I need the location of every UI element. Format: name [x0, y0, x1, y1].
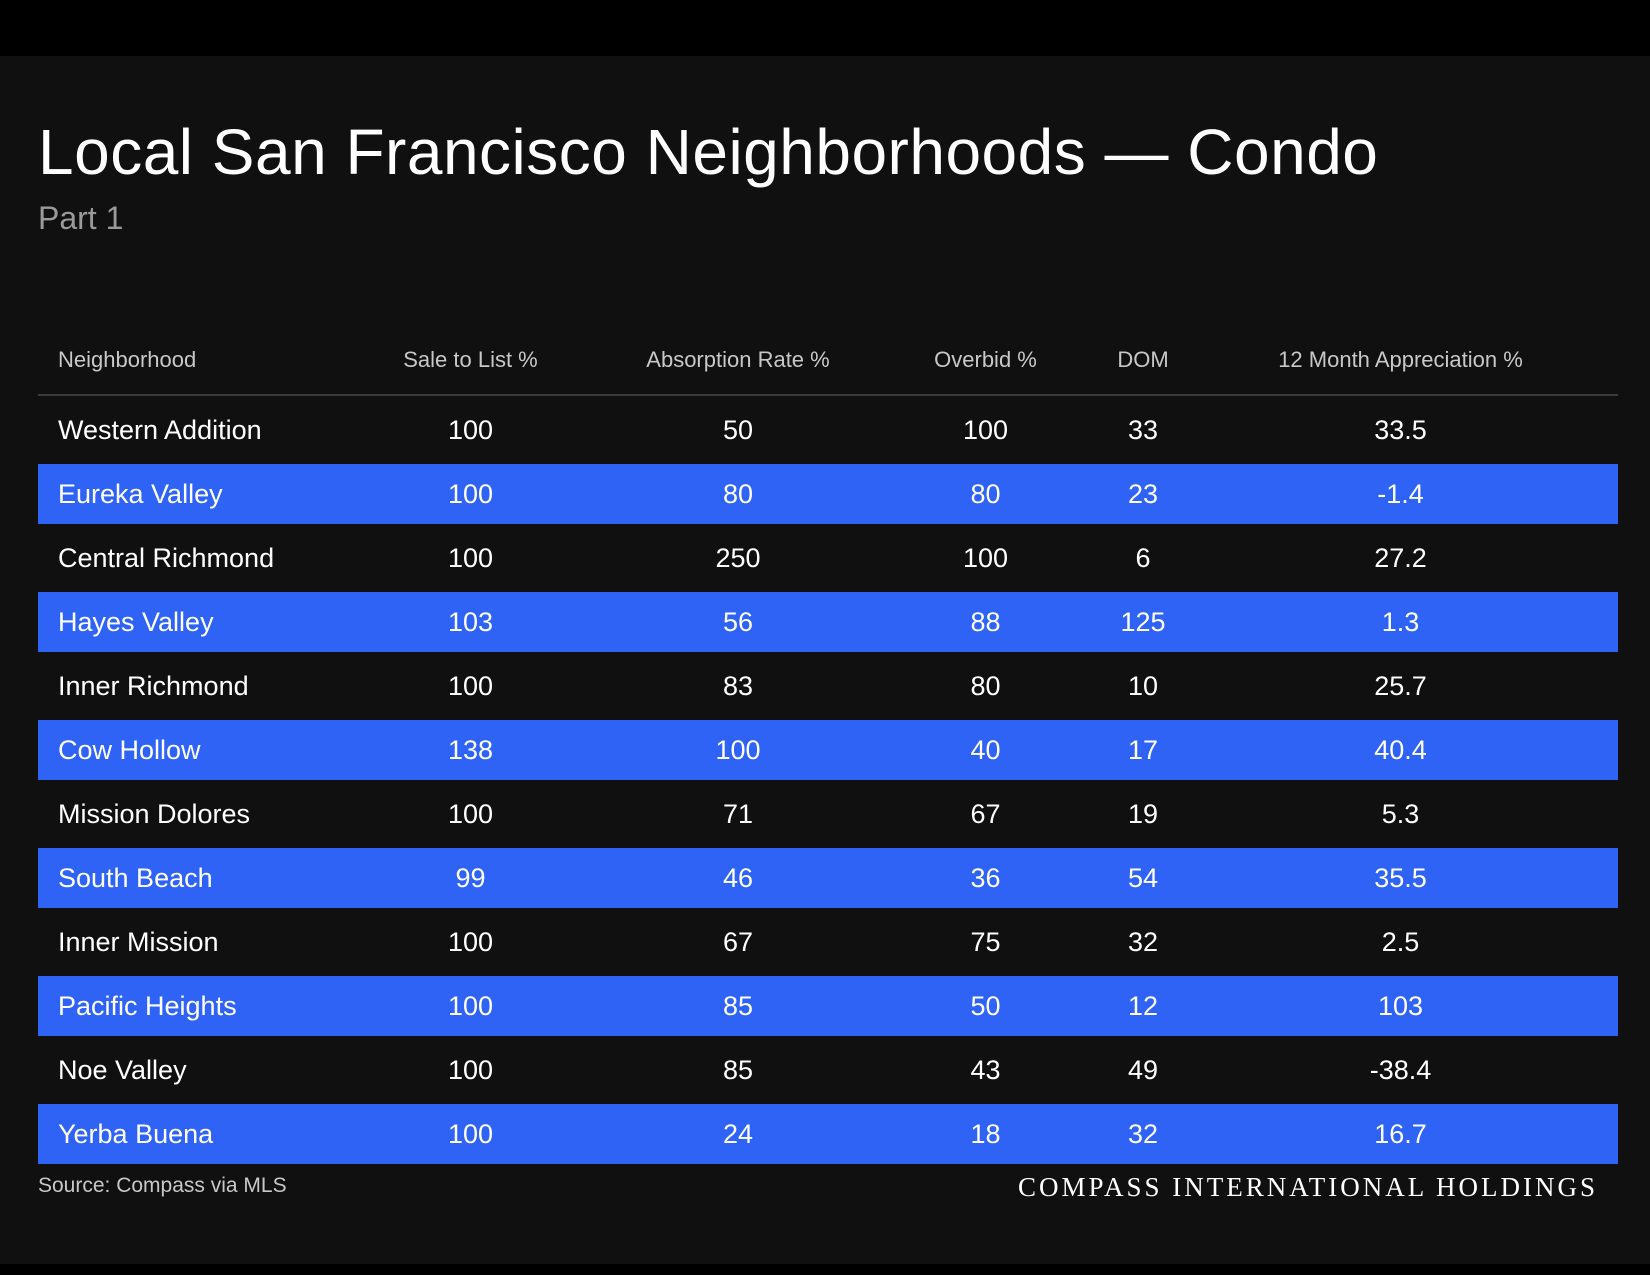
- cell-absorption-rate: 46: [722, 862, 754, 893]
- cell-overbid: 67: [970, 798, 1001, 829]
- cell-sale-to-list: 100: [447, 414, 494, 445]
- table-row: Inner Mission 100 67 75 32 2.5: [38, 908, 1618, 976]
- cell-absorption-rate: 100: [715, 734, 761, 765]
- cell-absorption-rate: 71: [722, 798, 754, 829]
- cell-sale-to-list: 103: [447, 606, 494, 637]
- page-title: Local San Francisco Neighborhoods — Cond…: [38, 116, 1379, 188]
- table-header: Neighborhood Sale to List % Absorption R…: [38, 326, 1618, 396]
- cell-overbid: 18: [970, 1118, 1001, 1149]
- table-body: Western Addition 100 50 100 33 33.5 Eureka Val…: [38, 396, 1618, 1164]
- cell-overbid: 80: [970, 670, 1001, 701]
- column-header-overbid: Overbid %: [934, 347, 1037, 372]
- cell-absorption-rate: 50: [722, 414, 754, 445]
- cell-overbid: 50: [970, 990, 1001, 1021]
- cell-overbid: 36: [970, 862, 1001, 893]
- cell-sale-to-list: 100: [447, 670, 494, 701]
- cell-absorption-rate: 67: [722, 926, 754, 957]
- cell-sale-to-list: 138: [447, 734, 494, 765]
- cell-neighborhood: Inner Richmond: [58, 670, 249, 701]
- table-row: South Beach 99 46 36 54 35.5: [38, 848, 1618, 908]
- table-row: Noe Valley 100 85 43 49 -38.4: [38, 1036, 1618, 1104]
- cell-absorption-rate: 24: [722, 1118, 754, 1149]
- cell-neighborhood: Yerba Buena: [58, 1118, 214, 1149]
- cell-appreciation: 1.3: [1381, 606, 1420, 637]
- cell-dom: 32: [1127, 926, 1159, 957]
- slide: Local San Francisco Neighborhoods — Cond…: [0, 56, 1650, 1264]
- cell-absorption-rate: 83: [722, 670, 754, 701]
- cell-neighborhood: Central Richmond: [58, 542, 275, 573]
- cell-appreciation: 103: [1377, 990, 1424, 1021]
- cell-dom: 12: [1127, 990, 1159, 1021]
- cell-dom: 32: [1127, 1118, 1159, 1149]
- column-header-dom: DOM: [1117, 347, 1169, 372]
- cell-neighborhood: Pacific Heights: [58, 990, 237, 1021]
- cell-appreciation: 25.7: [1374, 670, 1427, 701]
- cell-overbid: 88: [970, 606, 1001, 637]
- cell-neighborhood: Eureka Valley: [58, 478, 223, 509]
- table-row: Hayes Valley 103 56 88 125 1.3: [38, 592, 1618, 652]
- table-row: Central Richmond 100 250 100 6 27.2: [38, 524, 1618, 592]
- cell-neighborhood: Noe Valley: [58, 1054, 187, 1085]
- cell-appreciation: -1.4: [1377, 478, 1424, 509]
- cell-appreciation: 35.5: [1374, 862, 1427, 893]
- cell-absorption-rate: 80: [722, 478, 754, 509]
- cell-absorption-rate: 85: [722, 1054, 754, 1085]
- cell-appreciation: 40.4: [1374, 734, 1427, 765]
- brand-logo-text: COMPASS INTERNATIONAL HOLDINGS: [1017, 1172, 1598, 1202]
- cell-appreciation: 33.5: [1374, 414, 1427, 445]
- cell-overbid: 75: [970, 926, 1001, 957]
- column-header-absorption-rate: Absorption Rate %: [646, 347, 830, 372]
- cell-sale-to-list: 100: [447, 1054, 494, 1085]
- cell-neighborhood: Western Addition: [58, 414, 262, 445]
- table-row: Inner Richmond 100 83 80 10 25.7: [38, 652, 1618, 720]
- cell-overbid: 40: [970, 734, 1001, 765]
- cell-overbid: 100: [962, 542, 1009, 573]
- cell-absorption-rate: 56: [722, 606, 754, 637]
- source-note: Source: Compass via MLS: [38, 1174, 287, 1197]
- cell-neighborhood: Cow Hollow: [58, 734, 201, 765]
- cell-sale-to-list: 100: [447, 798, 494, 829]
- cell-dom: 17: [1127, 734, 1159, 765]
- page-subtitle: Part 1: [38, 200, 124, 236]
- cell-sale-to-list: 100: [447, 926, 494, 957]
- cell-sale-to-list: 100: [447, 478, 494, 509]
- cell-overbid: 80: [970, 478, 1001, 509]
- cell-dom: 19: [1127, 798, 1159, 829]
- cell-dom: 10: [1127, 670, 1159, 701]
- table-row: Eureka Valley 100 80 80 23 -1.4: [38, 464, 1618, 524]
- table-row: Yerba Buena 100 24 18 32 16.7: [38, 1104, 1618, 1164]
- cell-dom: 125: [1120, 606, 1166, 637]
- cell-neighborhood: Mission Dolores: [58, 798, 251, 829]
- cell-neighborhood: Hayes Valley: [58, 606, 214, 637]
- cell-sale-to-list: 99: [455, 862, 486, 893]
- table-row: Pacific Heights 100 85 50 12 103: [38, 976, 1618, 1036]
- column-header-appreciation: 12 Month Appreciation %: [1278, 347, 1523, 372]
- cell-neighborhood: Inner Mission: [58, 926, 219, 957]
- cell-sale-to-list: 100: [447, 542, 494, 573]
- cell-absorption-rate: 85: [722, 990, 754, 1021]
- cell-absorption-rate: 250: [715, 542, 761, 573]
- cell-overbid: 43: [970, 1054, 1001, 1085]
- table-row: Mission Dolores 100 71 67 19 5.3: [38, 780, 1618, 848]
- cell-appreciation: 2.5: [1381, 926, 1420, 957]
- cell-appreciation: 5.3: [1381, 798, 1420, 829]
- cell-sale-to-list: 100: [447, 1118, 494, 1149]
- column-header-neighborhood: Neighborhood: [58, 347, 197, 372]
- cell-dom: 6: [1135, 542, 1151, 573]
- table-row: Cow Hollow 138 100 40 17 40.4: [38, 720, 1618, 780]
- data-table: Neighborhood Sale to List % Absorption R…: [38, 326, 1618, 1164]
- cell-dom: 33: [1127, 414, 1159, 445]
- cell-dom: 23: [1127, 478, 1159, 509]
- column-header-sale-to-list: Sale to List %: [403, 347, 538, 372]
- cell-appreciation: 16.7: [1374, 1118, 1427, 1149]
- table-row: Western Addition 100 50 100 33 33.5: [38, 396, 1618, 464]
- cell-appreciation: 27.2: [1374, 542, 1427, 573]
- cell-appreciation: -38.4: [1369, 1054, 1432, 1085]
- cell-dom: 49: [1127, 1054, 1159, 1085]
- cell-overbid: 100: [962, 414, 1009, 445]
- cell-dom: 54: [1127, 862, 1159, 893]
- cell-sale-to-list: 100: [447, 990, 494, 1021]
- cell-neighborhood: South Beach: [58, 862, 213, 893]
